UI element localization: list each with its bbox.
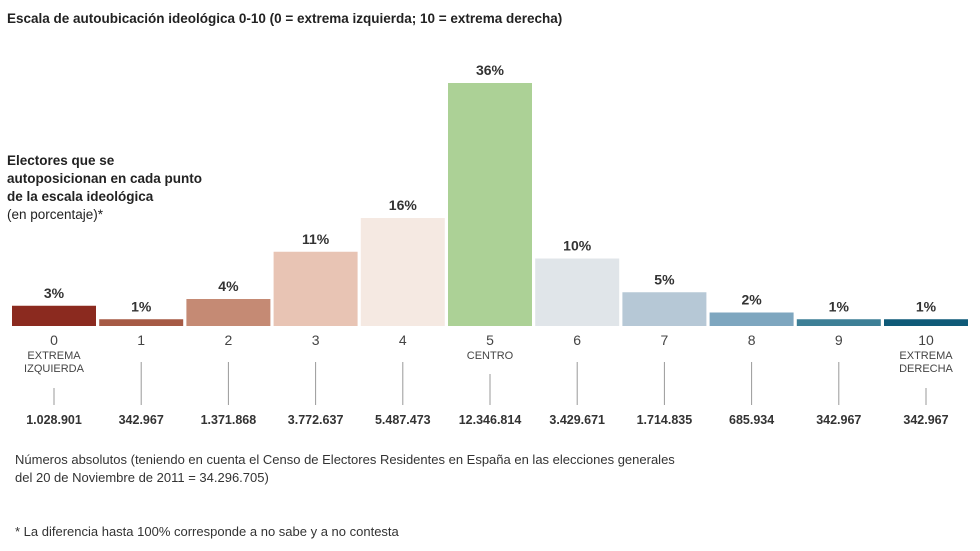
tick-label-8: 8 — [748, 332, 756, 348]
absolute-value-6: 3.429.671 — [549, 413, 605, 427]
value-label-0: 3% — [44, 285, 65, 301]
category-note-10-2: DERECHA — [899, 363, 953, 375]
tick-label-3: 3 — [312, 332, 320, 348]
value-label-1: 1% — [131, 298, 152, 314]
bar-chart: 3%0EXTREMAIZQUIERDA1.028.9011%1342.9674%… — [12, 62, 968, 427]
bar-6 — [535, 258, 620, 326]
tick-label-4: 4 — [399, 332, 407, 348]
bar-9 — [796, 319, 881, 326]
tick-label-10: 10 — [918, 332, 934, 348]
category-note-5-1: CENTRO — [467, 350, 514, 362]
absolute-value-0: 1.028.901 — [26, 413, 82, 427]
category-note-0-2: IZQUIERDA — [24, 363, 85, 375]
value-label-10: 1% — [916, 298, 937, 314]
absolutes-note: Números absolutos (teniendo en cuenta el… — [15, 451, 775, 487]
absolute-value-9: 342.967 — [816, 413, 861, 427]
value-label-7: 5% — [654, 271, 675, 287]
absolute-value-4: 5.487.473 — [375, 413, 431, 427]
bar-8 — [709, 312, 794, 326]
absolute-value-5: 12.346.814 — [459, 413, 522, 427]
tick-label-1: 1 — [137, 332, 145, 348]
category-note-0-1: EXTREMA — [27, 350, 81, 362]
absolutes-note-line-1: Números absolutos (teniendo en cuenta el… — [15, 452, 675, 467]
side-title-line-3: de la escala ideológica — [7, 189, 154, 204]
absolute-value-10: 342.967 — [903, 413, 948, 427]
tick-label-9: 9 — [835, 332, 843, 348]
footnote: * La diferencia hasta 100% corresponde a… — [15, 524, 399, 539]
bar-1 — [99, 319, 184, 326]
bar-0 — [12, 305, 96, 326]
value-label-5: 36% — [476, 62, 505, 78]
side-title-line-2: autoposicionan en cada punto — [7, 171, 203, 186]
value-label-3: 11% — [302, 231, 330, 247]
absolute-value-1: 342.967 — [119, 413, 164, 427]
value-label-2: 4% — [218, 278, 239, 294]
bar-5 — [448, 83, 532, 326]
tick-label-2: 2 — [225, 332, 233, 348]
category-note-10-1: EXTREMA — [899, 350, 953, 362]
bar-4 — [360, 218, 445, 326]
value-label-6: 10% — [563, 238, 592, 254]
bar-2 — [186, 299, 271, 326]
absolute-value-3: 3.772.637 — [288, 413, 344, 427]
chart-title: Escala de autoubicación ideológica 0-10 … — [7, 11, 563, 26]
side-title: Electores que se autoposicionan en cada … — [7, 152, 237, 224]
tick-label-5: 5 — [486, 332, 494, 348]
value-label-4: 16% — [389, 197, 418, 213]
side-title-line-1: Electores que se — [7, 153, 115, 168]
tick-label-7: 7 — [661, 332, 669, 348]
bar-10 — [884, 319, 968, 326]
absolute-value-7: 1.714.835 — [637, 413, 693, 427]
absolutes-note-line-2: del 20 de Noviembre de 2011 = 34.296.705… — [15, 470, 269, 485]
bar-7 — [622, 292, 707, 326]
tick-label-6: 6 — [573, 332, 581, 348]
absolute-value-8: 685.934 — [729, 413, 774, 427]
absolute-value-2: 1.371.868 — [201, 413, 257, 427]
tick-label-0: 0 — [50, 332, 58, 348]
side-subtitle: (en porcentaje)* — [7, 207, 104, 222]
value-label-9: 1% — [829, 298, 850, 314]
bar-3 — [273, 251, 358, 326]
value-label-8: 2% — [741, 292, 762, 308]
